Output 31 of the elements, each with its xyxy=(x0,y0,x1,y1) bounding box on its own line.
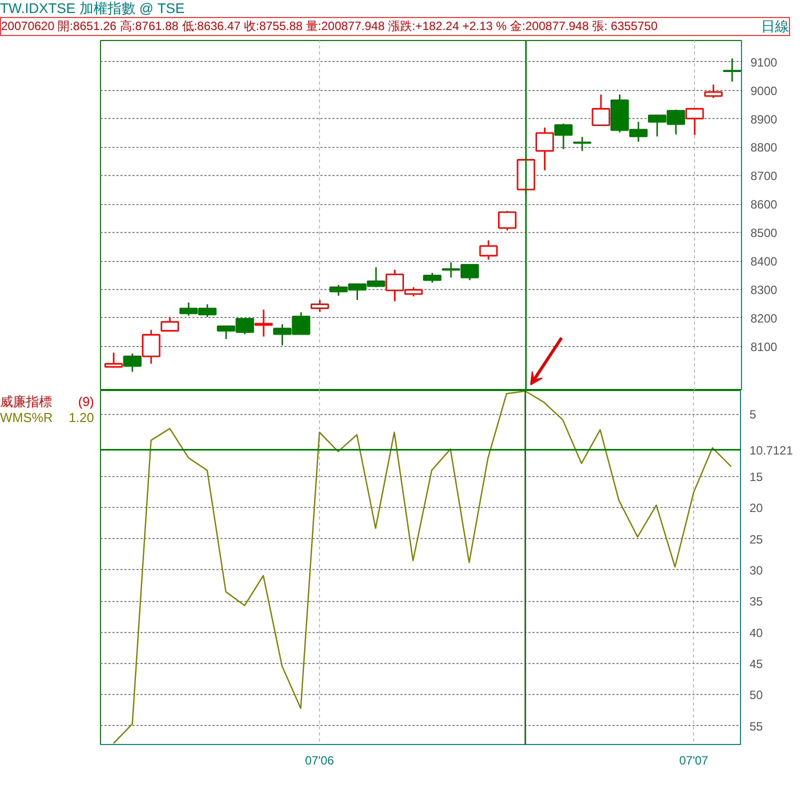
y-tick-label: 8900 xyxy=(750,112,778,126)
chart-title: 威廉指標 xyxy=(0,394,52,410)
text: WMS%R xyxy=(0,410,53,426)
chart-title: TW.IDXTSE 加權指數 @ TSE xyxy=(0,0,186,17)
y-tick-label: 45 xyxy=(750,656,764,671)
y-tick-label: 30 xyxy=(750,563,764,578)
y-tick-label: 20 xyxy=(750,501,764,516)
y-tick-label: 35 xyxy=(750,594,764,609)
y-tick-label: 8200 xyxy=(750,311,778,326)
y-tick-label: 40 xyxy=(750,626,764,640)
chart-subtitle: 20070620 開:8651.26 高:8761.88 低:8636.47 收:8755.88 量:200877.948 漲跌:+182.24 +2.13 % 金:200877.948 張: 6355750 xyxy=(1,18,658,35)
y-tick-label: 8800 xyxy=(750,140,778,155)
y-tick-label: 8700 xyxy=(750,169,778,184)
y-tick-label: 8100 xyxy=(750,340,778,354)
text: 1.20 xyxy=(68,410,94,426)
x-tick-label: 07'07 xyxy=(679,754,709,768)
y-tick-label: 8600 xyxy=(750,198,778,212)
y-tick-label: 50 xyxy=(750,688,764,702)
y-tick-label: 9100 xyxy=(750,55,778,70)
x-tick-label: 07'06 xyxy=(304,754,334,768)
y-tick-label: 8400 xyxy=(750,254,778,269)
ref-line-label: 10.7121 xyxy=(750,443,794,458)
y-tick-label: 8500 xyxy=(750,226,778,240)
y-tick-label: 8300 xyxy=(750,282,778,297)
text: 日線 xyxy=(761,18,789,35)
y-tick-label: 5 xyxy=(750,408,756,422)
y-tick-label: 15 xyxy=(750,470,764,484)
y-tick-label: 25 xyxy=(750,532,764,546)
y-tick-label: 55 xyxy=(750,719,764,734)
text: (9) xyxy=(78,394,94,410)
y-tick-label: 9000 xyxy=(750,84,778,98)
